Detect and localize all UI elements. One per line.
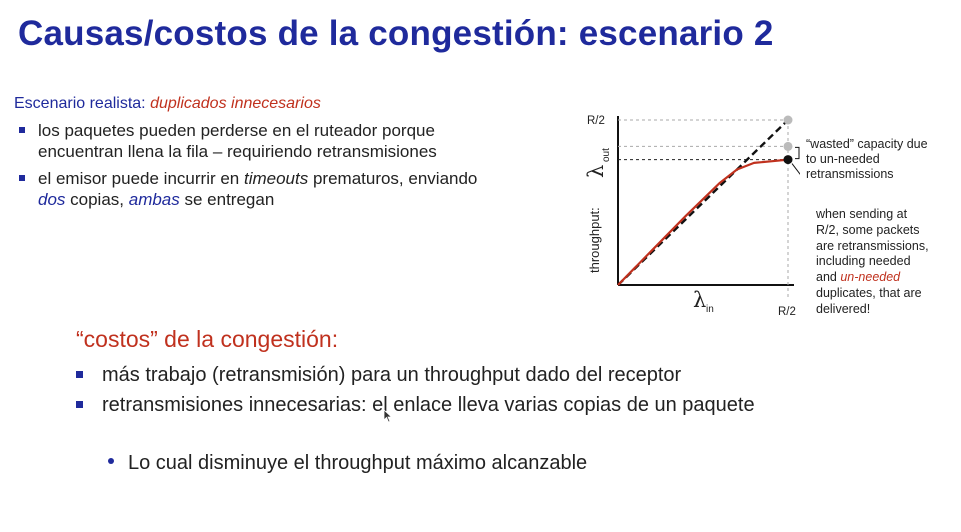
bullet-text: los paquetes pueden perderse en el rutea… (38, 121, 437, 161)
x-axis-subscript: in (706, 304, 714, 315)
chart-marker-point (783, 115, 793, 125)
y-tick-label: R/2 (587, 115, 605, 127)
bullet-text-d: dos (38, 190, 66, 209)
chart-marker-point (783, 155, 793, 165)
bullet-text-f: ambas (128, 190, 180, 209)
bullet-text-e: copias, (65, 190, 129, 209)
scenario-bullet-list: los paquetes pueden perderse en el rutea… (14, 120, 504, 216)
list-item: el emisor puede incurrir en timeouts pre… (14, 168, 504, 210)
x-axis-symbol: λ (693, 288, 706, 312)
square-bullet-icon (19, 175, 25, 181)
costs-sub-item: Lo cual disminuye el throughput máximo a… (108, 452, 587, 475)
annotation-line: duplicates, that are (816, 285, 922, 300)
wasted-capacity-bracket (795, 146, 800, 160)
mouse-cursor-icon (383, 409, 393, 423)
chart-guides (618, 119, 789, 299)
square-bullet-icon (19, 127, 25, 133)
y-axis-subscript: out (601, 148, 612, 162)
annotation-line: delivered! (816, 301, 871, 316)
scenario-emphasis: duplicados innecesarios (150, 95, 321, 112)
round-bullet-icon (108, 457, 114, 464)
chart-markers (783, 115, 800, 175)
wasted-capacity-annotation: “wasted” capacity due to un-needed retra… (806, 137, 928, 182)
bullet-text-a: el emisor puede incurrir en (38, 169, 244, 188)
square-bullet-icon (76, 371, 83, 378)
actual-series-line (617, 158, 789, 286)
sub-item-text: Lo cual disminuye el throughput máximo a… (128, 452, 588, 474)
annotation-pointer-line (791, 163, 800, 175)
scenario-prefix: Escenario realista: (14, 95, 151, 112)
chart-series (617, 119, 789, 286)
annotation-line: to un-needed (806, 152, 880, 166)
annotation-emphasis: un-needed (840, 270, 901, 285)
annotation-line: R/2, some packets (816, 222, 920, 237)
sending-annotation: when sending at R/2, some packets are re… (816, 207, 929, 318)
cost-item-text: más trabajo (retransmisión) para un thro… (102, 364, 682, 386)
bullet-text-g: se entregan (179, 190, 275, 209)
costs-list: más trabajo (retransmisión) para un thro… (74, 363, 834, 423)
bullet-text-b: timeouts (243, 169, 309, 188)
bullet-text-c: prematuros, enviando (308, 169, 478, 188)
list-item: retransmisiones innecesarias: el enlace … (74, 393, 834, 418)
annotation-line: retransmissions (806, 167, 894, 181)
annotation-line: when sending at (816, 207, 908, 221)
y-axis-label: throughput: (587, 207, 602, 273)
slide-title: Causas/costos de la congestión: escenari… (18, 14, 774, 53)
annotation-prefix: and (816, 270, 841, 285)
y-axis-symbol: λ (584, 165, 608, 178)
annotation-line: are retransmissions, (816, 238, 929, 253)
costs-heading: “costos” de la congestión: (76, 326, 339, 352)
chart-axes (617, 116, 794, 286)
scenario-line: Escenario realista: duplicados innecesar… (14, 95, 321, 113)
square-bullet-icon (76, 401, 83, 408)
cost-item-text: retransmisiones innecesarias: el enlace … (102, 394, 755, 416)
chart-marker-point (783, 141, 793, 151)
list-item: los paquetes pueden perderse en el rutea… (14, 120, 504, 162)
annotation-line: and un-needed (816, 270, 929, 286)
annotation-line: including needed (816, 254, 911, 269)
annotation-line: “wasted” capacity due (806, 137, 928, 151)
list-item: más trabajo (retransmisión) para un thro… (74, 363, 834, 388)
x-tick-label: R/2 (778, 306, 796, 318)
